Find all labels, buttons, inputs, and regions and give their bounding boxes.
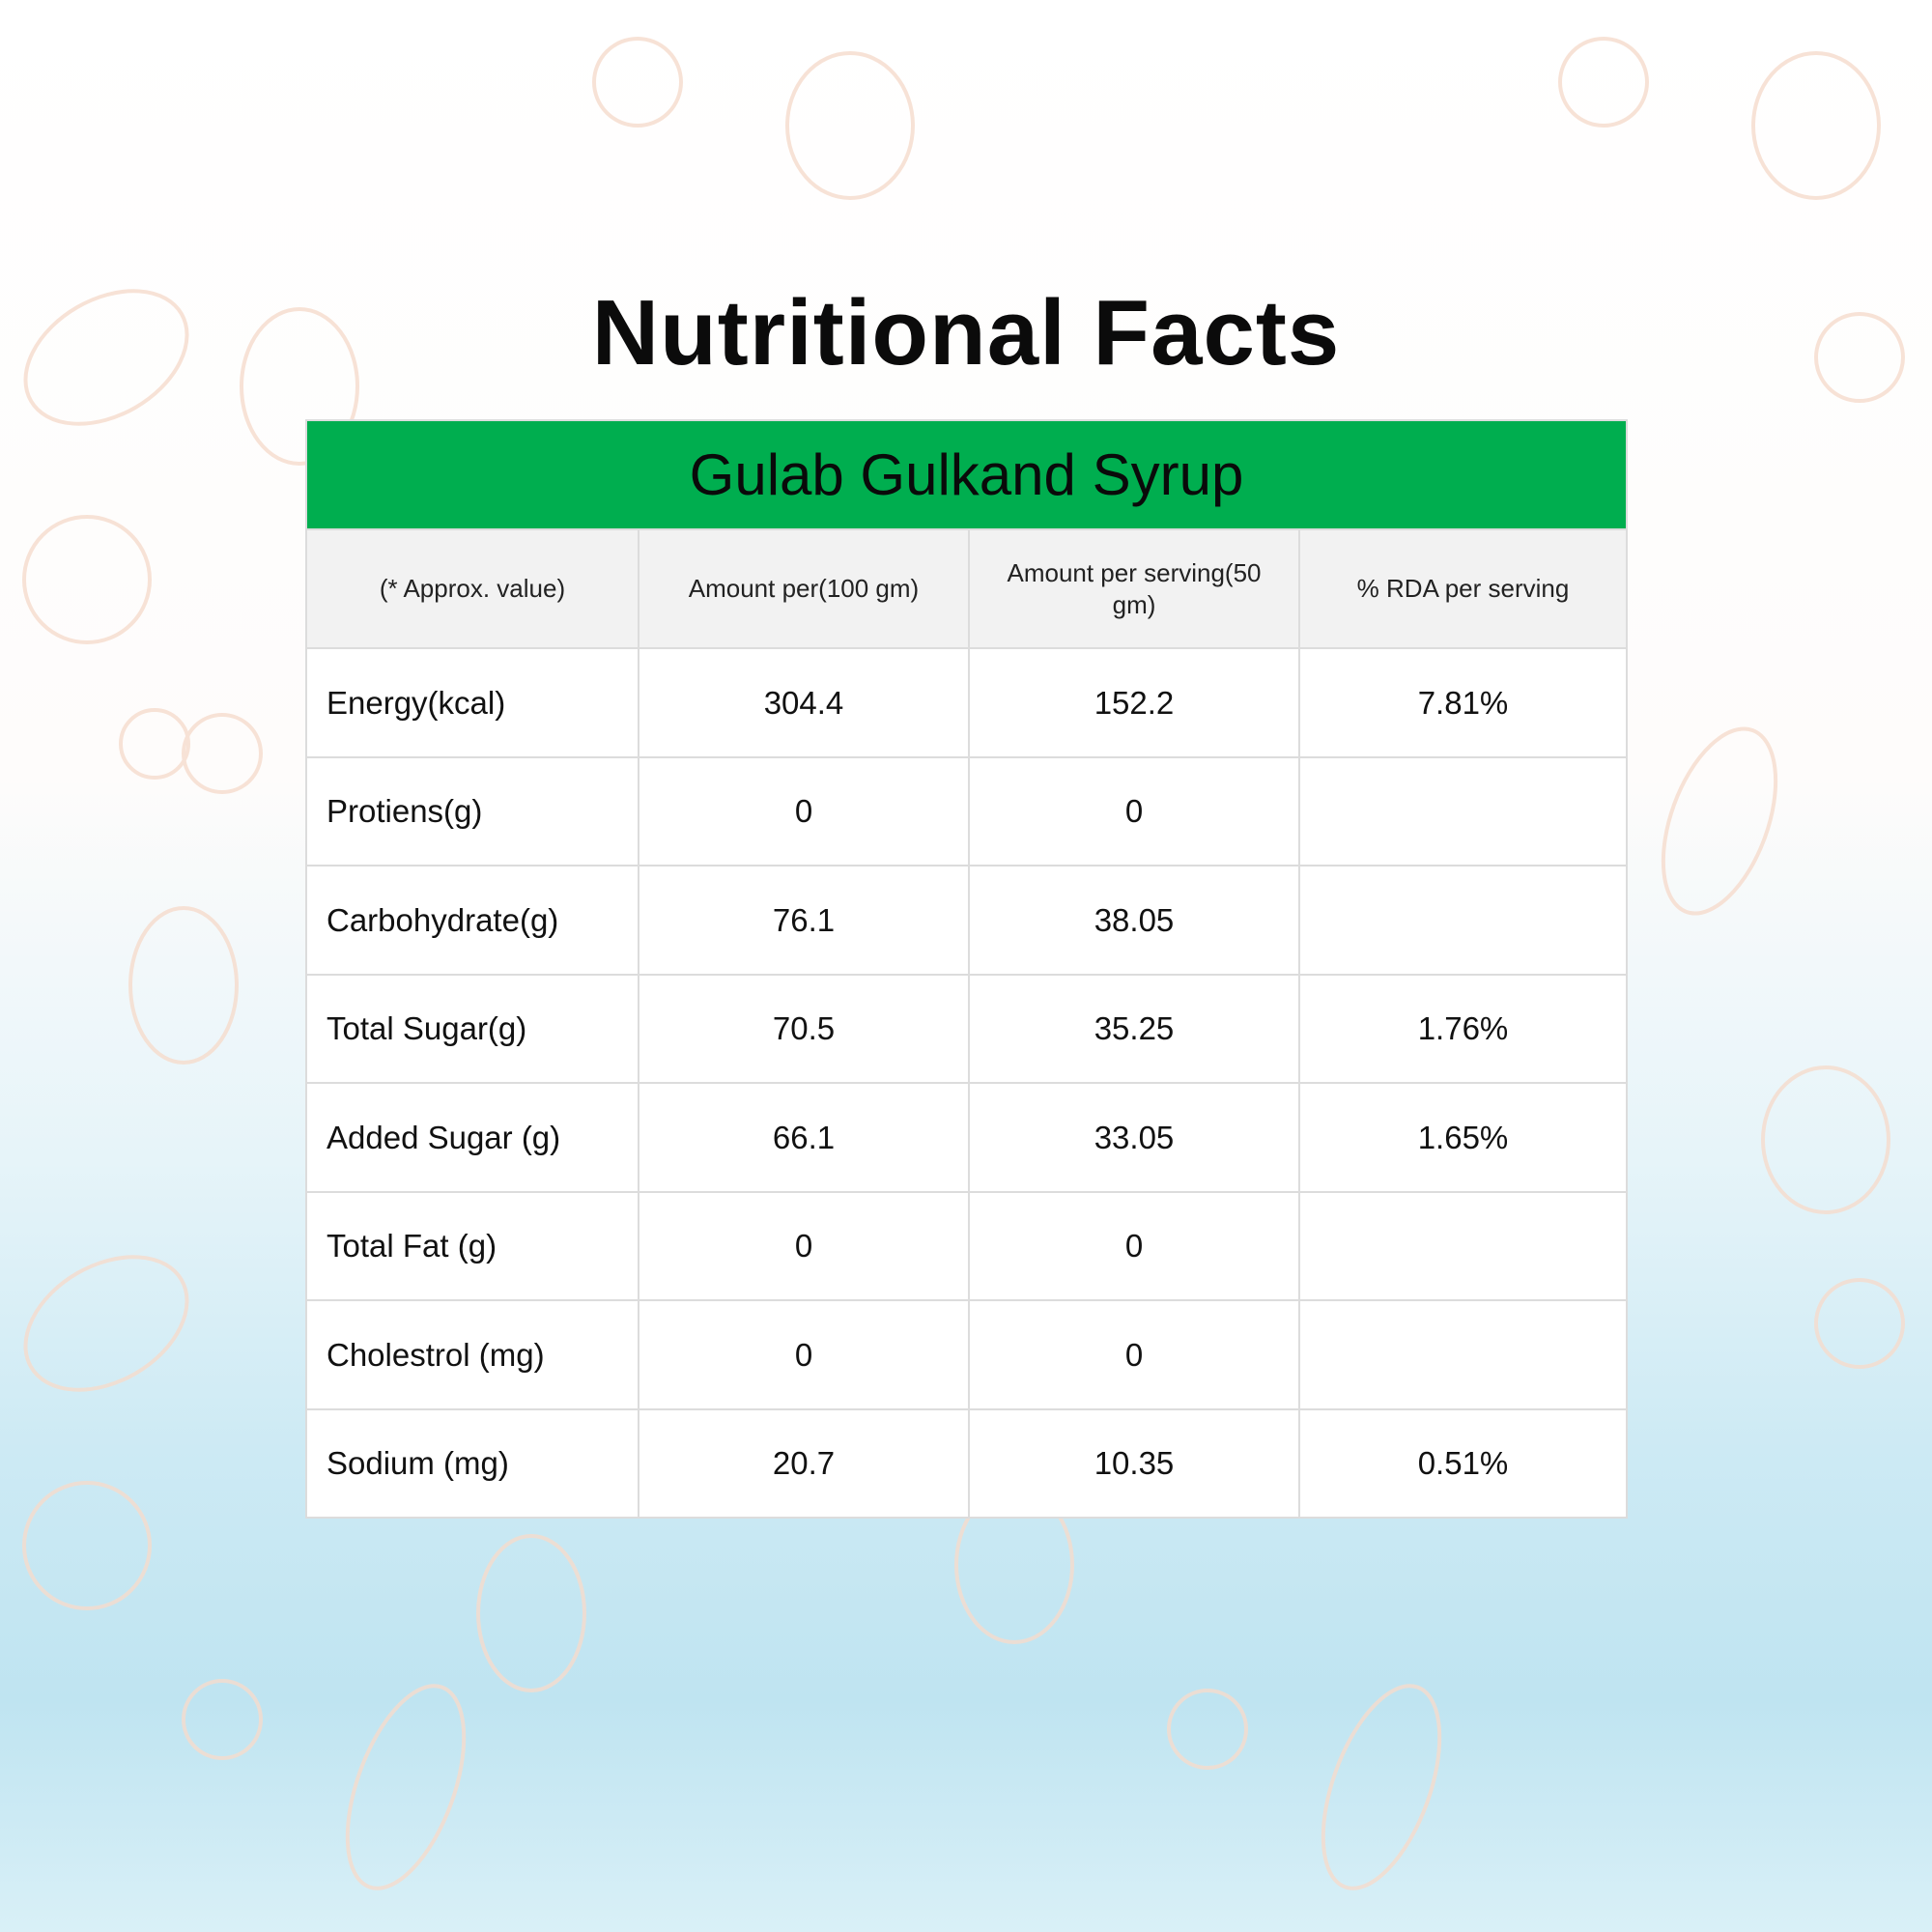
amount-per-100g: 76.1 [638,867,968,974]
rda-percent [1298,1301,1626,1408]
table-row: Total Sugar(g) 70.5 35.25 1.76% [307,973,1626,1082]
header-cell: Amount per(100 gm) [638,530,968,647]
rda-percent: 1.76% [1298,975,1626,1082]
rda-percent [1298,867,1626,974]
nutrition-table: Gulab Gulkand Syrup (* Approx. value) Am… [305,419,1628,1519]
amount-per-serving: 35.25 [968,975,1298,1082]
nutrient-name: Protiens(g) [327,793,483,830]
header-cell: % RDA per serving [1298,530,1626,647]
amount-per-serving: 152.2 [968,649,1298,756]
header-cell: (* Approx. value) [379,574,566,604]
amount-per-100g: 0 [638,757,968,865]
amount-per-serving: 10.35 [968,1409,1298,1517]
amount-per-serving: 38.05 [968,867,1298,974]
table-row: Added Sugar (g) 66.1 33.05 1.65% [307,1082,1626,1191]
nutrient-name: Energy(kcal) [327,684,506,721]
amount-per-serving: 33.05 [968,1084,1298,1191]
rda-percent: 1.65% [1298,1084,1626,1191]
table-header-row: (* Approx. value) Amount per(100 gm) Amo… [307,528,1626,647]
amount-per-serving: 0 [968,1192,1298,1299]
table-row: Sodium (mg) 20.7 10.35 0.51% [307,1407,1626,1517]
page-title: Nutritional Facts [591,281,1341,384]
amount-per-100g: 0 [638,1301,968,1408]
nutrient-name: Total Fat (g) [327,1228,497,1264]
amount-per-100g: 20.7 [638,1409,968,1517]
nutrient-name: Added Sugar (g) [327,1119,561,1155]
amount-per-100g: 66.1 [638,1084,968,1191]
table-row: Protiens(g) 0 0 [307,755,1626,865]
amount-per-serving: 0 [968,1301,1298,1408]
nutrient-name: Cholestrol (mg) [327,1336,545,1373]
header-cell: Amount per serving(50 gm) [968,530,1298,647]
amount-per-100g: 0 [638,1192,968,1299]
nutrient-name: Total Sugar(g) [327,1010,527,1047]
amount-per-100g: 304.4 [638,649,968,756]
nutrient-name: Carbohydrate(g) [327,901,559,938]
rda-percent [1298,1192,1626,1299]
product-name-band: Gulab Gulkand Syrup [307,421,1626,528]
table-row: Total Fat (g) 0 0 [307,1190,1626,1299]
rda-percent [1298,757,1626,865]
amount-per-100g: 70.5 [638,975,968,1082]
table-row: Carbohydrate(g) 76.1 38.05 [307,865,1626,974]
table-row: Cholestrol (mg) 0 0 [307,1299,1626,1408]
nutrient-name: Sodium (mg) [327,1445,509,1482]
amount-per-serving: 0 [968,757,1298,865]
rda-percent: 7.81% [1298,649,1626,756]
table-row: Energy(kcal) 304.4 152.2 7.81% [307,647,1626,756]
rda-percent: 0.51% [1298,1409,1626,1517]
